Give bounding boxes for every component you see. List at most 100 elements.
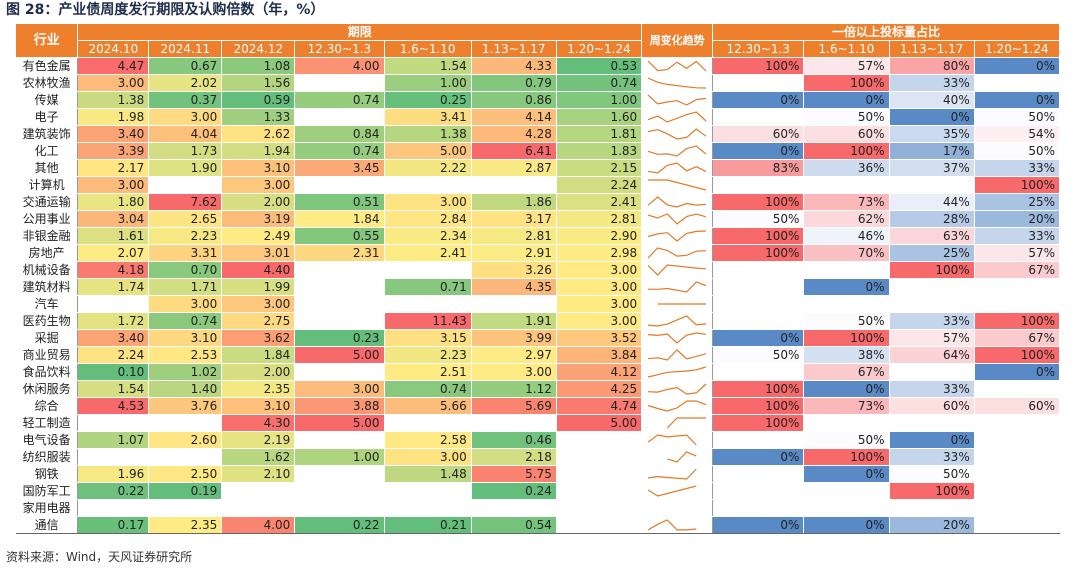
ratio-cell <box>974 414 1061 432</box>
sparkline-path <box>647 247 707 259</box>
term-cell: 1.12 <box>471 380 557 398</box>
term-cell: 3.01 <box>221 244 296 262</box>
sparkline-svg <box>647 196 707 208</box>
term-cell: 3.40 <box>77 125 150 143</box>
term-cell: 2.23 <box>384 346 472 364</box>
term-cell <box>148 499 223 517</box>
ratio-cell: 57% <box>803 57 890 75</box>
term-cell: 2.22 <box>384 159 472 177</box>
sparkline-path <box>647 77 707 89</box>
term-cell: 1.81 <box>556 125 643 143</box>
term-cell: 5.00 <box>384 142 472 160</box>
ratio-cell: 67% <box>803 363 890 381</box>
term-cell <box>294 261 385 279</box>
ratio-cell: 50% <box>974 108 1061 126</box>
table-row: 建筑材料 1.74 1.71 1.99 0.71 4.35 3.00 0% <box>16 278 1061 296</box>
trend-sparkline <box>641 91 714 109</box>
ratio-cell: 36% <box>803 159 890 177</box>
ratio-cell: 35% <box>889 125 975 143</box>
ratio-cell <box>803 261 890 279</box>
term-cell: 3.04 <box>77 210 150 228</box>
ratio-cell <box>712 312 805 330</box>
sparkline-svg <box>657 303 707 305</box>
sparkline-path <box>647 434 697 446</box>
sparkline-path <box>648 128 707 140</box>
trend-sparkline <box>641 397 714 415</box>
term-cell: 1.07 <box>77 431 150 449</box>
sparkline-svg <box>647 264 707 276</box>
term-cell: 2.91 <box>471 244 557 262</box>
term-cell: 7.62 <box>148 193 223 211</box>
industry-name: 计算机 <box>16 176 79 194</box>
sparkline-svg <box>648 230 707 242</box>
ratio-cell: 64% <box>889 346 975 364</box>
industry-name: 国防军工 <box>16 482 79 500</box>
trend-sparkline <box>641 516 714 534</box>
term-cell <box>556 499 643 517</box>
table-row: 农林牧渔 3.00 2.02 1.56 1.00 0.79 0.74 100% 33% <box>16 74 1061 92</box>
sparkline-path <box>648 230 707 242</box>
term-cell <box>294 482 385 500</box>
sparkline-path <box>647 400 707 412</box>
ratio-cell: 60% <box>974 397 1061 415</box>
table-row: 传媒 1.38 0.37 0.59 0.74 0.25 0.86 1.00 0% 0% 40% 0% <box>16 91 1061 109</box>
sparkline-svg <box>647 434 697 446</box>
table-row: 机械设备 4.18 0.70 4.40 3.26 3.00 100% 67% <box>16 261 1061 279</box>
ratio-cell <box>803 482 890 500</box>
ratio-cell <box>974 380 1061 398</box>
sparkline-svg <box>642 500 712 516</box>
term-cell: 1.40 <box>148 380 223 398</box>
term-cell: 0.55 <box>294 227 385 245</box>
term-cell: 3.00 <box>77 74 150 92</box>
industry-name: 公用事业 <box>16 210 79 228</box>
term-cell <box>556 465 643 483</box>
ratio-cell: 60% <box>889 397 975 415</box>
term-cell: 1.38 <box>384 125 472 143</box>
term-cell: 0.74 <box>294 142 385 160</box>
sparkline-path <box>648 349 707 361</box>
industry-name: 农林牧渔 <box>16 74 79 92</box>
industry-name: 休闲服务 <box>16 380 79 398</box>
term-cell <box>294 74 385 92</box>
trend-sparkline <box>641 465 714 483</box>
ratio-cell: 28% <box>889 210 975 228</box>
term-cell: 1.84 <box>221 346 296 364</box>
sparkline-svg <box>647 400 707 412</box>
term-cell: 2.49 <box>221 227 296 245</box>
term-cell <box>77 295 150 313</box>
table-row: 电子 1.98 3.00 1.33 3.41 4.14 1.60 50% 0% 50% <box>16 108 1061 126</box>
header-row-columns: 2024.10 2024.11 2024.12 12.30~1.3 1.6~1.… <box>16 40 1061 58</box>
industry-name: 家用电器 <box>16 499 79 517</box>
ratio-cell: 100% <box>712 380 805 398</box>
ratio-cell: 60% <box>712 125 805 143</box>
ratio-group-header: 一倍以上投标量占比 <box>712 24 1060 41</box>
sparkline-path <box>648 281 707 293</box>
trend-sparkline <box>641 108 714 126</box>
ratio-cell <box>712 278 805 296</box>
ratio-cell <box>803 295 890 313</box>
term-cell <box>294 176 385 194</box>
term-cell: 2.41 <box>556 193 643 211</box>
term-cell: 1.56 <box>221 74 296 92</box>
term-cell: 0.74 <box>294 91 385 109</box>
industry-name: 轻工制造 <box>16 414 79 432</box>
sparkline-svg <box>648 179 707 191</box>
term-cell: 2.51 <box>384 363 472 381</box>
term-cell <box>294 278 385 296</box>
term-cell: 1.90 <box>148 159 223 177</box>
trend-sparkline <box>641 261 714 279</box>
term-cell: 1.72 <box>77 312 150 330</box>
sparkline-path <box>648 332 707 344</box>
sparkline-path <box>647 213 707 225</box>
ratio-cell: 44% <box>889 193 975 211</box>
term-cell: 1.60 <box>556 108 643 126</box>
table-row: 计算机 3.00 3.00 2.24 100% <box>16 176 1061 194</box>
ratio-cell <box>889 499 975 517</box>
sparkline-svg <box>648 315 707 327</box>
ratio-cell: 73% <box>803 397 890 415</box>
term-cell: 3.10 <box>221 159 296 177</box>
ratio-cell <box>974 499 1061 517</box>
ratio-cell: 100% <box>803 142 890 160</box>
term-cell: 3.10 <box>221 397 296 415</box>
term-cell: 3.00 <box>384 193 472 211</box>
